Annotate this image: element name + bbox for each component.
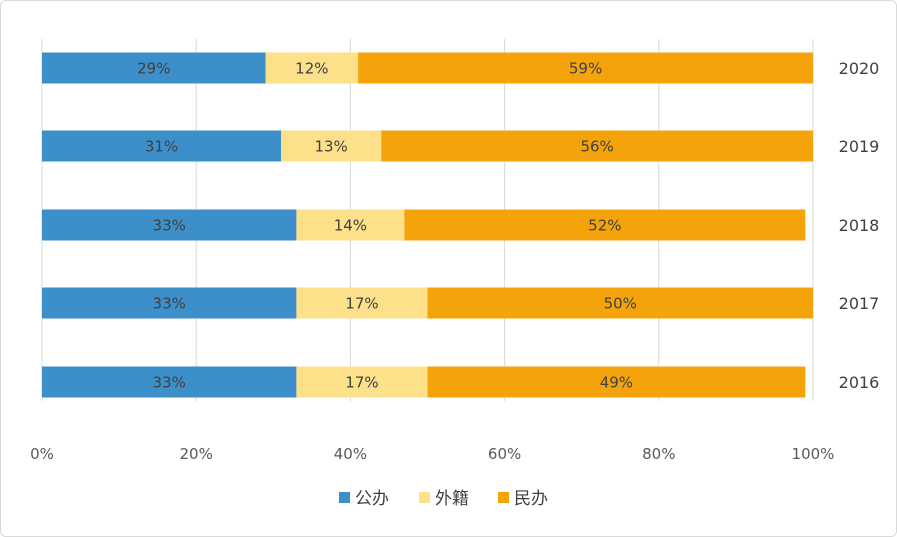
category-label: 2018 bbox=[839, 216, 880, 235]
bar-segment-2017-1 bbox=[296, 287, 428, 319]
bar-layer bbox=[42, 52, 813, 398]
x-tick-label: 80% bbox=[642, 445, 675, 463]
bar-segment-2018-0 bbox=[42, 209, 297, 241]
bar-segment-2020-1 bbox=[265, 52, 359, 84]
bar-segment-2019-2 bbox=[381, 130, 813, 162]
x-tick-label: 20% bbox=[180, 445, 213, 463]
category-label: 2017 bbox=[839, 294, 880, 313]
label-layer: 29% 12% 59% 31% 13% 56% 33% 14% 52% 33% 17% 50% 33% 1… bbox=[137, 60, 637, 392]
bar-data-label: 12% bbox=[295, 60, 328, 78]
x-tick-label: 100% bbox=[792, 445, 835, 463]
bar-data-label: 31% bbox=[145, 138, 178, 156]
legend: 公办 外籍 民办 bbox=[339, 489, 548, 509]
bar-data-label: 50% bbox=[604, 295, 637, 313]
bar-segment-2019-0 bbox=[42, 130, 282, 162]
bar-data-label: 17% bbox=[345, 374, 378, 392]
bar-data-label: 56% bbox=[580, 138, 613, 156]
bar-segment-2019-1 bbox=[281, 130, 382, 162]
category-label: 2020 bbox=[839, 59, 880, 78]
category-label: 2019 bbox=[839, 137, 880, 156]
bar-data-label: 52% bbox=[588, 217, 621, 235]
legend-swatch bbox=[419, 492, 430, 503]
bar-data-label: 33% bbox=[153, 217, 186, 235]
bar-data-label: 33% bbox=[153, 295, 186, 313]
bar-segment-2018-1 bbox=[296, 209, 405, 241]
x-tick-label: 0% bbox=[30, 445, 54, 463]
bar-data-label: 29% bbox=[137, 60, 170, 78]
legend-label: 外籍 bbox=[435, 489, 469, 509]
bar-segment-2017-2 bbox=[427, 287, 813, 319]
x-tick-label: 60% bbox=[488, 445, 521, 463]
bar-data-label: 17% bbox=[345, 295, 378, 313]
bar-segment-2020-0 bbox=[42, 52, 266, 84]
bar-segment-2016-2 bbox=[427, 366, 806, 398]
bar-data-label: 59% bbox=[569, 60, 602, 78]
bar-segment-2017-0 bbox=[42, 287, 297, 319]
legend-swatch bbox=[339, 492, 350, 503]
bar-segment-2018-2 bbox=[404, 209, 806, 241]
bar-data-label: 33% bbox=[153, 374, 186, 392]
x-tick-label: 40% bbox=[334, 445, 367, 463]
legend-label: 公办 bbox=[355, 489, 389, 509]
bar-data-label: 13% bbox=[314, 138, 347, 156]
legend-swatch bbox=[498, 492, 509, 503]
bar-data-label: 14% bbox=[334, 217, 367, 235]
axis-layer: 0% 20% 40% 60% 80% 100% 2020 2019 2018 2017 2016 bbox=[30, 59, 879, 463]
bar-segment-2020-2 bbox=[358, 52, 813, 84]
bar-segment-2016-0 bbox=[42, 366, 297, 398]
bar-data-label: 49% bbox=[600, 374, 633, 392]
legend-label: 民办 bbox=[514, 489, 548, 509]
bar-segment-2016-1 bbox=[296, 366, 428, 398]
category-label: 2016 bbox=[839, 373, 880, 392]
